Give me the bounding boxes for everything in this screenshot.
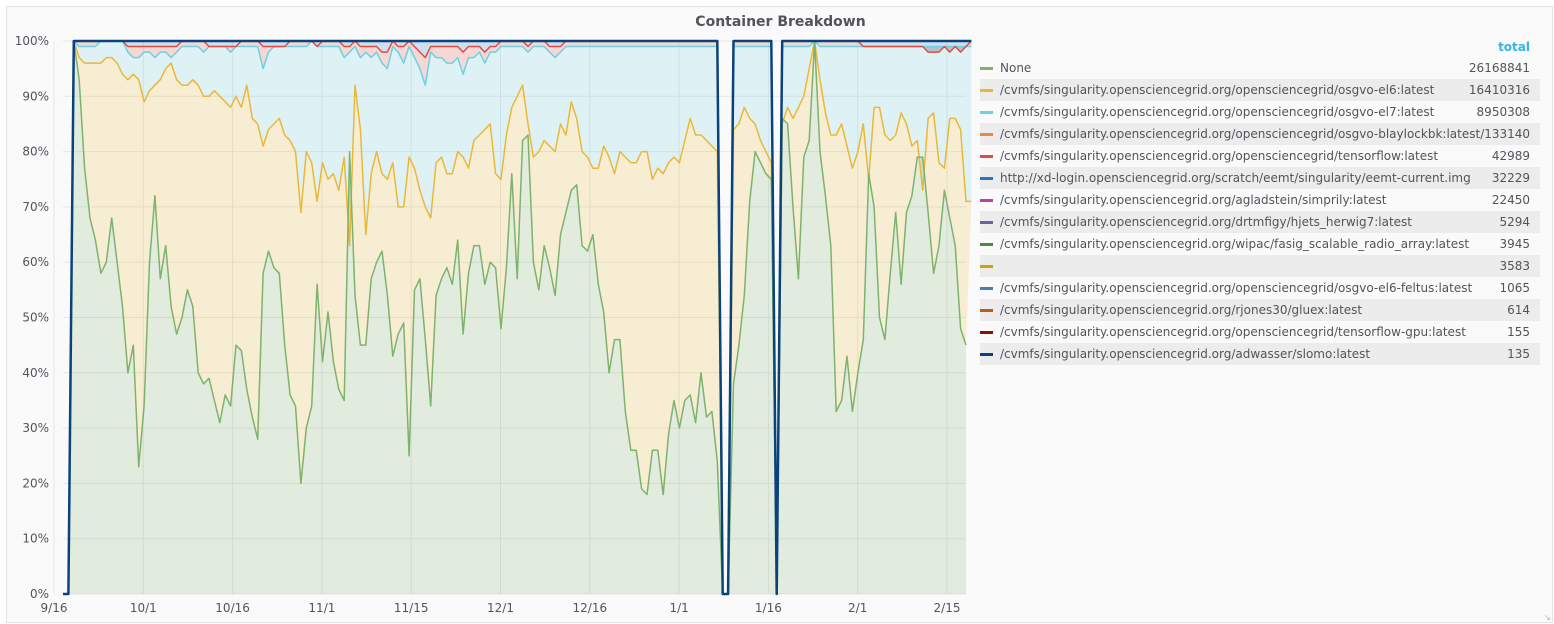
legend-item[interactable]: /cvmfs/singularity.opensciencegrid.org/d… <box>980 211 1540 233</box>
y-tick-label: 80% <box>22 145 49 159</box>
legend-swatch-icon <box>980 89 993 92</box>
legend-item[interactable]: None 26168841 <box>980 57 1540 79</box>
area-osgvo-el7 <box>63 41 972 594</box>
legend-swatch-icon <box>980 309 993 312</box>
legend-swatch-icon <box>980 177 993 180</box>
y-tick-label: 100% <box>15 34 49 48</box>
legend-item[interactable]: /cvmfs/singularity.opensciencegrid.org/a… <box>980 343 1540 365</box>
legend-item[interactable]: /cvmfs/singularity.opensciencegrid.org/a… <box>980 189 1540 211</box>
legend-series-name: /cvmfs/singularity.opensciencegrid.org/a… <box>1000 347 1371 361</box>
legend-series-total: 16410316 <box>1468 83 1530 97</box>
legend-series-total: 1065 <box>1499 281 1530 295</box>
stacked-area-chart[interactable]: 0% 10% 20% 30% 40% 50% 60% 70% 80% 90% 100% 9/16 10/… <box>0 0 980 624</box>
x-tick-label: 12/1 <box>487 601 514 615</box>
legend-series-total: 135 <box>1507 347 1530 361</box>
legend-series-name: /cvmfs/singularity.opensciencegrid.org/w… <box>1000 237 1470 251</box>
legend-series-total: 155 <box>1507 325 1530 339</box>
legend-swatch-icon <box>980 243 993 246</box>
legend-series-name: /cvmfs/singularity.opensciencegrid.org/o… <box>1000 149 1439 163</box>
series-line-none <box>63 40 967 595</box>
legend-swatch-icon <box>980 67 993 70</box>
legend-series-total: 26168841 <box>1468 61 1530 75</box>
legend-series-total: 22450 <box>1491 193 1530 207</box>
legend-header: total <box>980 35 1540 57</box>
legend-item[interactable]: /cvmfs/singularity.opensciencegrid.org/w… <box>980 233 1540 255</box>
legend-series-total: 32229 <box>1491 171 1530 185</box>
legend-series-total: 3945 <box>1499 237 1530 251</box>
x-tick-label: 12/16 <box>573 601 608 615</box>
legend-item[interactable]: /cvmfs/singularity.opensciencegrid.org/o… <box>980 79 1540 101</box>
legend-series-name: /cvmfs/singularity.opensciencegrid.org/a… <box>1000 193 1387 207</box>
legend-series-name: None <box>1000 61 1032 75</box>
x-tick-label: 11/15 <box>394 601 429 615</box>
legend-series-name: /cvmfs/singularity.opensciencegrid.org/r… <box>1000 303 1363 317</box>
legend-total-header[interactable]: total <box>1498 40 1530 54</box>
legend-series-total: 42989 <box>1491 149 1530 163</box>
legend-item[interactable]: /cvmfs/singularity.opensciencegrid.org/o… <box>980 277 1540 299</box>
area-none <box>63 41 966 594</box>
area-osgvo-el6 <box>63 41 972 594</box>
legend-item[interactable]: /cvmfs/singularity.opensciencegrid.org/o… <box>980 145 1540 167</box>
legend-series-name: /cvmfs/singularity.opensciencegrid.org/d… <box>1000 215 1413 229</box>
legend-series-name: /cvmfs/singularity.opensciencegrid.org/o… <box>1000 325 1466 339</box>
y-tick-label: 60% <box>22 255 49 269</box>
legend-item[interactable]: /cvmfs/singularity.opensciencegrid.org/o… <box>980 101 1540 123</box>
legend-series-total: 3583 <box>1499 259 1530 273</box>
legend-series-name: /cvmfs/singularity.opensciencegrid.org/o… <box>1000 127 1485 141</box>
legend-swatch-icon <box>980 353 993 356</box>
legend-item[interactable]: 3583 <box>980 255 1540 277</box>
legend-series-name: /cvmfs/singularity.opensciencegrid.org/o… <box>1000 281 1473 295</box>
x-tick-label: 1/16 <box>755 601 782 615</box>
legend-series-total: 8950308 <box>1476 105 1530 119</box>
legend-swatch-icon <box>980 331 993 334</box>
y-tick-label: 40% <box>22 366 49 380</box>
legend-series-name: http://xd-login.opensciencegrid.org/scra… <box>1000 171 1471 185</box>
x-tick-label: 2/15 <box>934 601 961 615</box>
x-tick-label: 11/1 <box>308 601 335 615</box>
x-tick-label: 10/1 <box>130 601 157 615</box>
legend-series-name: /cvmfs/singularity.opensciencegrid.org/o… <box>1000 105 1435 119</box>
legend-item[interactable]: /cvmfs/singularity.opensciencegrid.org/o… <box>980 123 1540 145</box>
x-tick-label: 1/1 <box>669 601 688 615</box>
legend-rows: None 26168841/cvmfs/singularity.openscien… <box>980 57 1540 365</box>
legend: total None 26168841/cvmfs/singularity.ope… <box>980 35 1540 365</box>
x-tick-label: 9/16 <box>41 601 68 615</box>
legend-swatch-icon <box>980 287 993 290</box>
y-tick-label: 90% <box>22 89 49 103</box>
legend-swatch-icon <box>980 155 993 158</box>
legend-item[interactable]: http://xd-login.opensciencegrid.org/scra… <box>980 167 1540 189</box>
y-tick-label: 20% <box>22 476 49 490</box>
y-tick-label: 10% <box>22 532 49 546</box>
resize-handle-icon[interactable]: ↘ <box>1544 613 1551 622</box>
legend-swatch-icon <box>980 265 993 268</box>
legend-swatch-icon <box>980 199 993 202</box>
y-tick-label: 30% <box>22 421 49 435</box>
legend-series-total: 614 <box>1507 303 1530 317</box>
legend-swatch-icon <box>980 133 993 136</box>
panel-title[interactable]: Container Breakdown <box>695 14 866 30</box>
legend-item[interactable]: /cvmfs/singularity.opensciencegrid.org/o… <box>980 321 1540 343</box>
legend-series-name: /cvmfs/singularity.opensciencegrid.org/o… <box>1000 83 1435 97</box>
x-tick-label: 2/1 <box>848 601 867 615</box>
y-tick-label: 70% <box>22 200 49 214</box>
legend-swatch-icon <box>980 111 993 114</box>
legend-item[interactable]: /cvmfs/singularity.opensciencegrid.org/r… <box>980 299 1540 321</box>
legend-series-total: 133140 <box>1484 127 1530 141</box>
series-line-slomo <box>63 39 972 596</box>
series-line-osgvo-el6 <box>63 40 972 595</box>
x-tick-label: 10/16 <box>215 601 250 615</box>
legend-swatch-icon <box>980 221 993 224</box>
legend-series-total: 5294 <box>1499 215 1530 229</box>
y-tick-label: 50% <box>22 311 49 325</box>
y-tick-label: 0% <box>30 587 49 601</box>
